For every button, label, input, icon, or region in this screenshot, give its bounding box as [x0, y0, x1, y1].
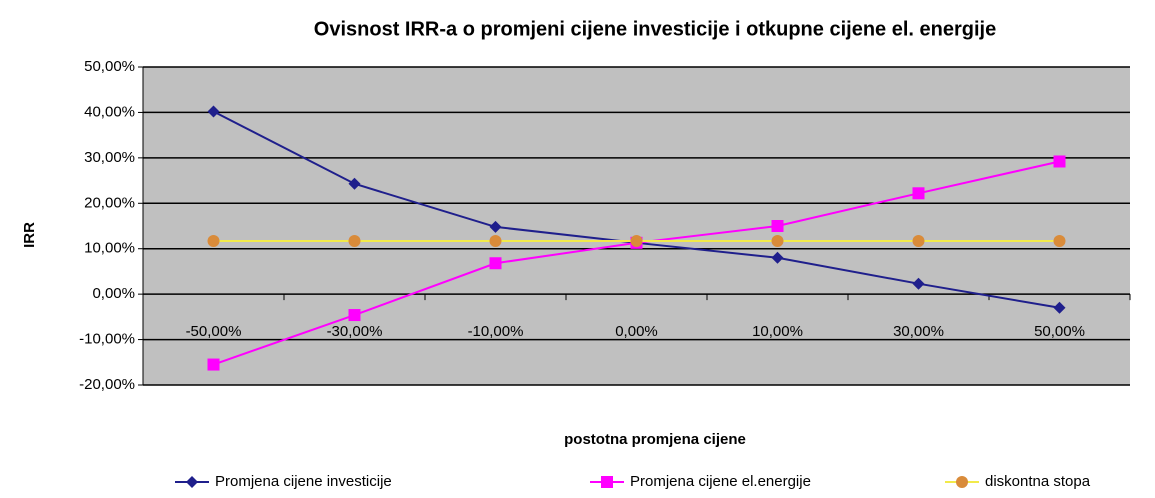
marker [771, 220, 784, 232]
x-tick-label: -30,00% [327, 323, 383, 340]
legend-marker [956, 476, 968, 488]
marker [771, 251, 784, 264]
marker [207, 358, 220, 371]
legend-label: diskontna stopa [985, 473, 1091, 490]
y-tick-label: 50,00% [84, 58, 135, 75]
y-tick-label: 30,00% [84, 149, 135, 166]
marker [912, 187, 925, 200]
marker [207, 234, 220, 247]
y-axis-title: IRR [21, 222, 38, 248]
x-tick-label: -10,00% [468, 323, 524, 340]
x-tick-label: 10,00% [752, 323, 803, 340]
x-tick-label: 0,00% [615, 323, 658, 340]
chart-title: Ovisnost IRR-a o promjeni cijene investi… [314, 18, 996, 40]
marker [630, 234, 643, 247]
y-tick-label: 40,00% [84, 103, 135, 120]
marker [489, 234, 502, 247]
y-tick-label: 0,00% [92, 285, 135, 302]
marker [771, 234, 784, 247]
marker [1053, 301, 1066, 314]
marker [489, 257, 502, 270]
marker [348, 234, 361, 247]
legend-label: Promjena cijene el.energije [630, 473, 811, 490]
y-tick-label: 10,00% [84, 240, 135, 257]
x-tick-label: 50,00% [1034, 323, 1085, 340]
marker [489, 220, 502, 233]
marker [348, 309, 361, 322]
marker [348, 177, 361, 190]
y-tick-label: -20,00% [79, 376, 135, 393]
y-tick-label: 20,00% [84, 194, 135, 211]
x-tick-label: 30,00% [893, 323, 944, 340]
legend-marker [601, 476, 613, 488]
marker [912, 234, 925, 247]
marker [912, 277, 925, 290]
marker [1053, 234, 1066, 247]
legend-marker [186, 476, 198, 488]
legend-label: Promjena cijene investicije [215, 473, 392, 490]
x-tick-label: -50,00% [186, 323, 242, 340]
marker [1053, 155, 1066, 168]
marker [207, 105, 220, 118]
x-axis-title: postotna promjena cijene [564, 431, 746, 448]
y-tick-label: -10,00% [79, 331, 135, 348]
